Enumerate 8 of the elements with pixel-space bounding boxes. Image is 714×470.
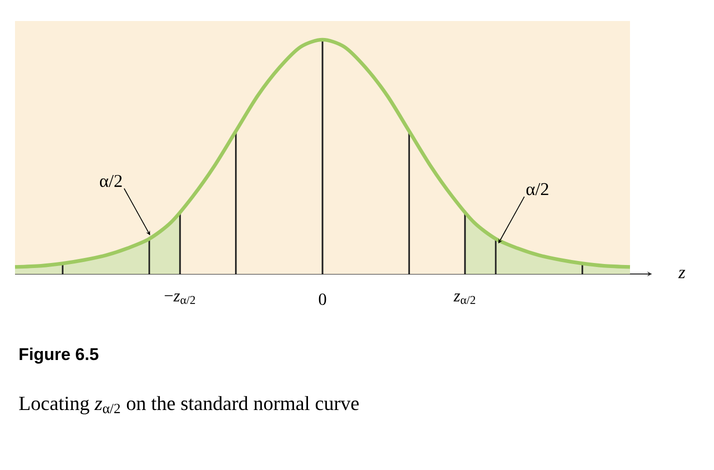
annotation: α/2 bbox=[526, 183, 548, 196]
x-tick-label: −z$_{α/2}$ bbox=[164, 294, 195, 304]
annotation: α/2 bbox=[100, 174, 122, 188]
x-axis-title: z bbox=[678, 270, 686, 278]
text: Locating z$_{α/2}$ on the standard normal curve bbox=[19, 396, 359, 414]
x-tick-label: z$_{α/2}$ bbox=[454, 294, 476, 304]
x-tick-label: 0 bbox=[318, 294, 326, 305]
text: Figure 6.5 bbox=[20, 348, 98, 364]
